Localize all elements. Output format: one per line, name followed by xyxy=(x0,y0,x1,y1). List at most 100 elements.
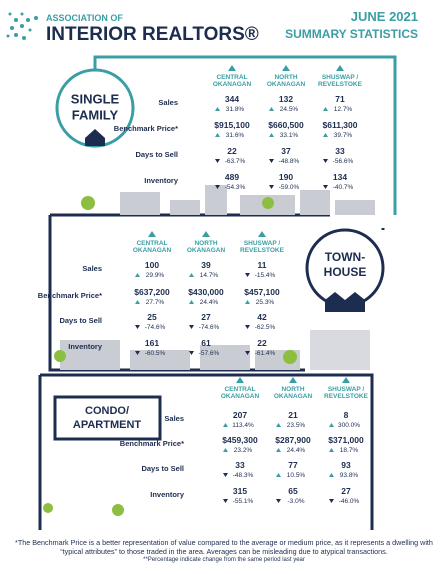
house-icon xyxy=(85,129,105,146)
change: 39.7% xyxy=(334,132,353,139)
value: 37 xyxy=(281,146,291,156)
summary-graphic: ASSOCIATION OF INTERIOR REALTORS® JUNE 2… xyxy=(6,9,418,530)
org-line1: ASSOCIATION OF xyxy=(46,13,123,23)
value: $660,500 xyxy=(268,120,304,130)
value: 27 xyxy=(201,312,211,322)
change: -60.5% xyxy=(145,350,166,357)
arrow-down xyxy=(276,499,281,503)
change: 33.1% xyxy=(280,132,299,139)
value: 161 xyxy=(145,338,159,348)
change: 113.4% xyxy=(232,422,254,429)
row-label: Sales xyxy=(82,264,102,273)
arrow-up xyxy=(135,273,140,277)
arrow-up xyxy=(323,133,328,137)
value: 22 xyxy=(257,338,267,348)
arrow-down xyxy=(245,325,250,329)
arrow-down xyxy=(223,499,228,503)
change: -59.0% xyxy=(279,184,300,191)
change: -3.0% xyxy=(288,498,305,505)
value: 21 xyxy=(288,410,298,420)
arrow-down xyxy=(329,499,334,503)
value: $637,200 xyxy=(134,287,170,297)
value: $430,000 xyxy=(188,287,224,297)
row-label: Days to Sell xyxy=(59,316,102,325)
value: 190 xyxy=(279,172,293,182)
arrow-up xyxy=(329,473,334,477)
value: 77 xyxy=(288,460,298,470)
region-icon xyxy=(258,231,266,237)
change: -61.4% xyxy=(255,350,276,357)
region-name: SHUSWAP / xyxy=(322,74,359,81)
arrow-down xyxy=(223,473,228,477)
change: 23.5% xyxy=(287,422,306,429)
region-name: OKANAGAN xyxy=(274,393,313,400)
change: -55.1% xyxy=(233,498,254,505)
section-title: FAMILY xyxy=(72,107,119,122)
region-name: NORTH xyxy=(194,240,217,247)
value: 22 xyxy=(227,146,237,156)
region-icon xyxy=(289,377,297,383)
arrow-up xyxy=(276,448,281,452)
change: -62.5% xyxy=(255,324,276,331)
value: 132 xyxy=(279,94,293,104)
value: 27 xyxy=(341,486,351,496)
value: 100 xyxy=(145,260,159,270)
change: 27.7% xyxy=(146,299,165,306)
value: $287,900 xyxy=(275,435,311,445)
region-name: OKANAGAN xyxy=(267,81,306,88)
frame xyxy=(40,373,374,530)
value: $457,100 xyxy=(244,287,280,297)
arrow-up xyxy=(223,448,228,452)
region-icon xyxy=(336,65,344,71)
row-label: Sales xyxy=(164,414,184,423)
row-label: Sales xyxy=(158,98,178,107)
section-title: CONDO/ xyxy=(85,405,129,417)
row-label: Inventory xyxy=(144,176,179,185)
section-title: APARTMENT xyxy=(73,419,142,431)
value: 8 xyxy=(344,410,349,420)
arrow-up xyxy=(269,107,274,111)
region-name: SHUSWAP / xyxy=(244,240,281,247)
arrow-up xyxy=(269,133,274,137)
arrow-down xyxy=(323,159,328,163)
section-title: TOWN- xyxy=(325,250,365,264)
value: 25 xyxy=(147,312,157,322)
change: 23.2% xyxy=(234,447,253,454)
arrow-up xyxy=(215,133,220,137)
row-label: Benchmark Price* xyxy=(120,439,184,448)
arrow-up xyxy=(276,423,281,427)
change: 29.9% xyxy=(146,272,165,279)
region-icon xyxy=(236,377,244,383)
region-icon xyxy=(148,231,156,237)
value: 33 xyxy=(335,146,345,156)
arrow-down xyxy=(135,351,140,355)
value: 71 xyxy=(335,94,345,104)
arrow-down xyxy=(215,185,220,189)
change: 24.5% xyxy=(280,106,299,113)
title-badge xyxy=(53,395,162,441)
arrow-down xyxy=(323,185,328,189)
change: 14.7% xyxy=(200,272,219,279)
arrow-down xyxy=(245,273,250,277)
value: 65 xyxy=(288,486,298,496)
value: $459,300 xyxy=(222,435,258,445)
region-name: SHUSWAP / xyxy=(328,386,365,393)
region-name: CENTRAL xyxy=(224,386,255,393)
footnote: *The Benchmark Price is a better represe… xyxy=(14,538,434,565)
region-name: CENTRAL xyxy=(216,74,247,81)
region-icon xyxy=(202,231,210,237)
value: 93 xyxy=(341,460,351,470)
region-name: REVELSTOKE xyxy=(318,81,363,88)
townhouse-icon xyxy=(325,292,365,312)
change: -40.7% xyxy=(333,184,354,191)
change: -63.7% xyxy=(225,158,246,165)
arrow-up xyxy=(189,273,194,277)
arrow-up xyxy=(323,107,328,111)
row-label: Benchmark Price* xyxy=(38,291,102,300)
arrow-up xyxy=(329,448,334,452)
value: 61 xyxy=(201,338,211,348)
region-icon xyxy=(282,65,290,71)
value: 315 xyxy=(233,486,247,496)
region-name: OKANAGAN xyxy=(133,247,172,254)
